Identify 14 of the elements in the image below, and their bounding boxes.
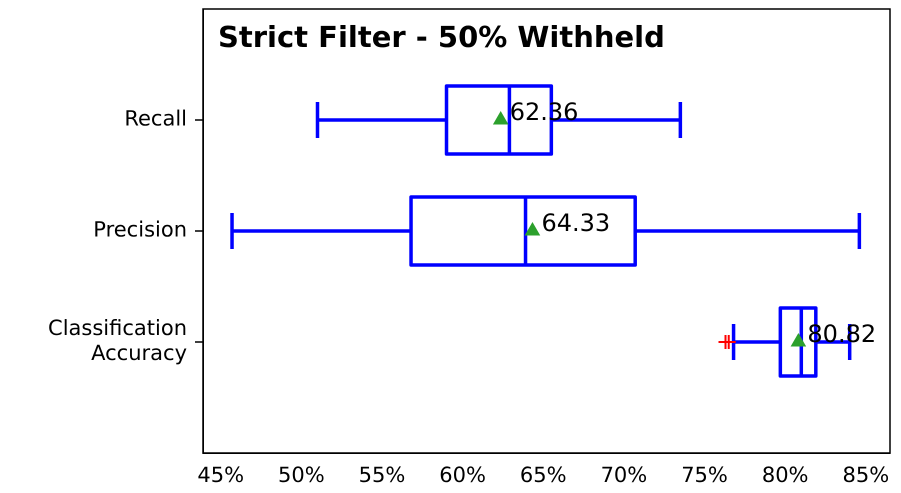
text: 64.33 xyxy=(541,209,610,238)
x-tick-label: 65% xyxy=(520,463,567,488)
x-tick-label: 75% xyxy=(681,463,728,488)
x-tick-label: 70% xyxy=(600,463,648,488)
y-tick-label: Precision xyxy=(93,217,187,242)
x-tick-label: 55% xyxy=(358,463,406,488)
y-tick-label: Recall xyxy=(124,106,187,130)
x-tick-label: 45% xyxy=(197,463,244,488)
x-tick-label: 50% xyxy=(278,463,325,488)
x-tick-label: 80% xyxy=(762,463,809,488)
chart-title: Strict Filter - 50% Withheld xyxy=(218,20,665,54)
x-tick-label: 60% xyxy=(439,463,486,488)
y-tick-label: Classification Accuracy xyxy=(48,316,187,366)
x-tick-label: 85% xyxy=(842,463,890,488)
